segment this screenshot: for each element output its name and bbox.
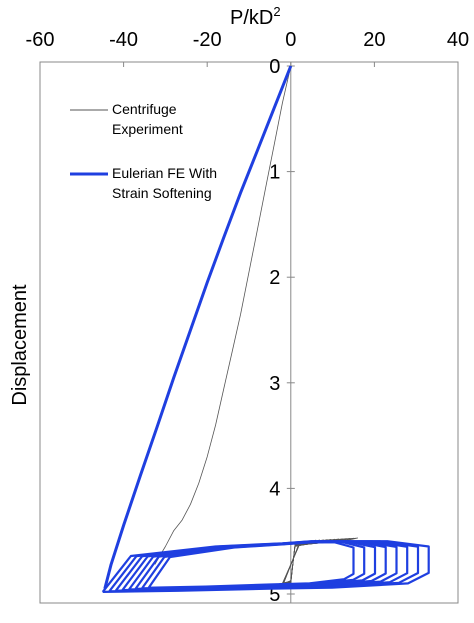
x-tick-label: -40 (109, 29, 138, 51)
legend-label-eulerian-line2: Strain Softening (112, 185, 212, 201)
x-tick-label: 0 (285, 29, 296, 51)
y-tick-label: 4 (269, 478, 280, 500)
legend-label-eulerian-line1: Eulerian FE With (112, 165, 217, 181)
legend: Centrifuge Experiment Eulerian FE With S… (70, 101, 217, 201)
y-axis-title: Displacement (9, 284, 31, 406)
legend-label-centrifuge-line1: Centrifuge (112, 101, 177, 117)
x-tick-label: 40 (447, 29, 469, 51)
centrifuge-cycle-loop (274, 539, 317, 587)
y-tick-label: 0 (269, 56, 280, 78)
series-centrifuge-experiment (154, 65, 359, 591)
y-tick-label: 2 (269, 267, 280, 289)
y-ticks: 0 1 2 3 4 5 (269, 56, 295, 606)
eulerian-cycle-loop (147, 541, 355, 589)
plot-frame (39, 61, 459, 604)
x-ticks: -60 -40 -20 0 20 40 (26, 29, 469, 67)
centrifuge-cycle-loop (252, 539, 324, 588)
x-tick-label: 20 (363, 29, 385, 51)
centrifuge-loading-curve (154, 65, 292, 565)
x-tick-label: -60 (26, 29, 55, 51)
x-tick-label: -20 (193, 29, 222, 51)
legend-label-centrifuge-line2: Experiment (112, 121, 183, 137)
series-eulerian-fe (101, 65, 430, 593)
y-tick-label: 5 (269, 584, 280, 606)
x-axis-title: P/kD2 (230, 4, 281, 29)
y-tick-label: 1 (269, 162, 280, 184)
x-axis-title-main: P/kD (230, 7, 273, 29)
x-axis-title-superscript: 2 (273, 4, 280, 19)
eulerian-loading-curve (103, 65, 293, 590)
y-tick-label: 3 (269, 373, 280, 395)
